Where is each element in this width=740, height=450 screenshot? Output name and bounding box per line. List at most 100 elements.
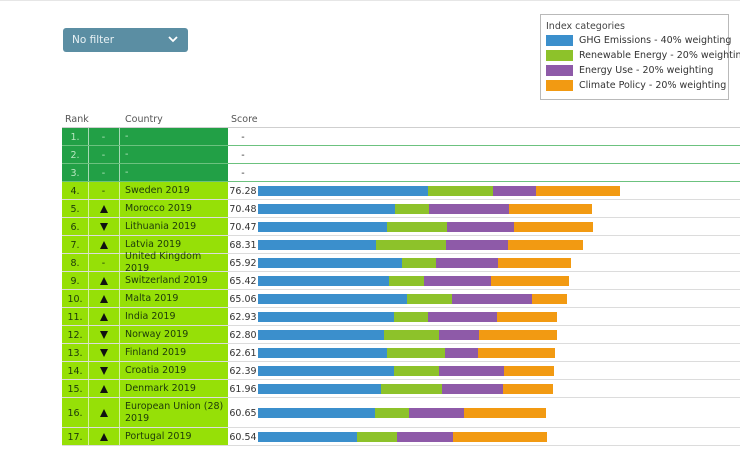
- country-name: Portugal 2019: [119, 428, 228, 446]
- score-bar[interactable]: [258, 258, 572, 268]
- score-bar[interactable]: [258, 276, 569, 286]
- energy-use-segment[interactable]: [451, 294, 532, 304]
- renewable-segment[interactable]: [380, 384, 443, 394]
- score-bar[interactable]: [258, 432, 547, 442]
- ghg-segment[interactable]: [258, 312, 395, 322]
- climate-policy-segment[interactable]: [497, 258, 572, 268]
- movement-cell: [88, 380, 119, 398]
- header-rank[interactable]: Rank: [65, 114, 89, 125]
- ghg-segment[interactable]: [258, 294, 407, 304]
- climate-policy-segment[interactable]: [536, 186, 620, 196]
- climate-policy-segment[interactable]: [509, 204, 592, 214]
- climate-policy-segment[interactable]: [531, 294, 567, 304]
- energy-use-segment[interactable]: [447, 222, 515, 232]
- energy-use-segment[interactable]: [436, 258, 498, 268]
- energy-use-segment[interactable]: [427, 312, 497, 322]
- column-separator: [88, 344, 89, 362]
- ghg-segment[interactable]: [258, 432, 357, 442]
- score-bar[interactable]: [258, 240, 583, 250]
- renewable-segment[interactable]: [394, 366, 439, 376]
- climate-policy-segment[interactable]: [464, 408, 546, 418]
- filter-dropdown[interactable]: No filter: [63, 28, 188, 52]
- legend-item-climate-policy: Climate Policy - 20% weighting: [546, 78, 728, 93]
- energy-use-segment[interactable]: [409, 408, 465, 418]
- ghg-segment[interactable]: [258, 186, 429, 196]
- score-bar[interactable]: [258, 384, 553, 394]
- legend-swatch: [546, 35, 573, 46]
- score-bar[interactable]: [258, 204, 592, 214]
- column-separator: [228, 254, 229, 272]
- energy-use-segment[interactable]: [424, 276, 491, 286]
- renewable-segment[interactable]: [374, 408, 410, 418]
- score-bar[interactable]: [258, 312, 557, 322]
- energy-use-segment[interactable]: [445, 240, 508, 250]
- column-separator: [228, 428, 229, 446]
- ghg-segment[interactable]: [258, 240, 377, 250]
- ghg-segment[interactable]: [258, 348, 388, 358]
- renewable-segment[interactable]: [401, 258, 437, 268]
- climate-policy-segment[interactable]: [514, 222, 593, 232]
- score-bar[interactable]: [258, 330, 557, 340]
- ghg-segment[interactable]: [258, 258, 402, 268]
- score-bar[interactable]: [258, 366, 554, 376]
- renewable-segment[interactable]: [395, 204, 429, 214]
- column-separator: [119, 362, 120, 380]
- chevron-down-icon: [168, 36, 178, 43]
- score-bar[interactable]: [258, 348, 555, 358]
- country-name: -: [119, 146, 228, 164]
- climate-policy-segment[interactable]: [496, 312, 557, 322]
- ghg-segment[interactable]: [258, 366, 395, 376]
- renewable-segment[interactable]: [356, 432, 397, 442]
- energy-use-segment[interactable]: [442, 384, 504, 394]
- renewable-segment[interactable]: [394, 312, 428, 322]
- renewable-segment[interactable]: [428, 186, 493, 196]
- table-row: 10. Malta 2019 65.06: [0, 290, 740, 308]
- score-bar[interactable]: [258, 408, 546, 418]
- climate-policy-segment[interactable]: [478, 348, 555, 358]
- column-separator: [88, 272, 89, 290]
- energy-use-segment[interactable]: [396, 432, 454, 442]
- climate-policy-segment[interactable]: [490, 276, 569, 286]
- ghg-segment[interactable]: [258, 330, 385, 340]
- renewable-segment[interactable]: [376, 240, 446, 250]
- ghg-segment[interactable]: [258, 276, 390, 286]
- renewable-segment[interactable]: [384, 330, 440, 340]
- legend-swatch: [546, 65, 573, 76]
- table-row: 15. Denmark 2019 61.96: [0, 380, 740, 398]
- ghg-segment[interactable]: [258, 222, 388, 232]
- score-value: 68.31: [229, 239, 257, 251]
- renewable-segment[interactable]: [389, 276, 425, 286]
- rank-down-icon: [99, 331, 108, 339]
- energy-use-segment[interactable]: [445, 348, 479, 358]
- legend-item-ghg: GHG Emissions - 40% weighting: [546, 33, 731, 48]
- header-score[interactable]: Score: [231, 114, 258, 125]
- header-country[interactable]: Country: [125, 114, 163, 125]
- legend-item-renewable: Renewable Energy - 20% weighting: [546, 48, 740, 63]
- energy-use-segment[interactable]: [438, 366, 505, 376]
- score-value: 62.39: [229, 365, 257, 377]
- ghg-segment[interactable]: [258, 408, 375, 418]
- climate-policy-segment[interactable]: [453, 432, 547, 442]
- score-value: -: [241, 167, 245, 179]
- energy-use-segment[interactable]: [439, 330, 479, 340]
- score-bar[interactable]: [258, 294, 567, 304]
- score-bar[interactable]: [258, 222, 593, 232]
- ghg-segment[interactable]: [258, 204, 396, 214]
- country-name: Norway 2019: [119, 326, 228, 344]
- column-separator: [88, 290, 89, 308]
- renewable-segment[interactable]: [406, 294, 452, 304]
- climate-policy-segment[interactable]: [478, 330, 557, 340]
- climate-policy-segment[interactable]: [503, 384, 553, 394]
- climate-policy-segment[interactable]: [507, 240, 583, 250]
- renewable-segment[interactable]: [387, 222, 448, 232]
- table-row: 16. European Union (28) 2019 60.65: [0, 398, 740, 428]
- renewable-segment[interactable]: [387, 348, 446, 358]
- energy-use-segment[interactable]: [428, 204, 510, 214]
- ghg-segment[interactable]: [258, 384, 381, 394]
- energy-use-segment[interactable]: [492, 186, 537, 196]
- climate-policy-segment[interactable]: [504, 366, 554, 376]
- column-separator: [88, 362, 89, 380]
- score-bar[interactable]: [258, 186, 620, 196]
- table-row: 14. Croatia 2019 62.39: [0, 362, 740, 380]
- score-value: 65.42: [229, 275, 257, 287]
